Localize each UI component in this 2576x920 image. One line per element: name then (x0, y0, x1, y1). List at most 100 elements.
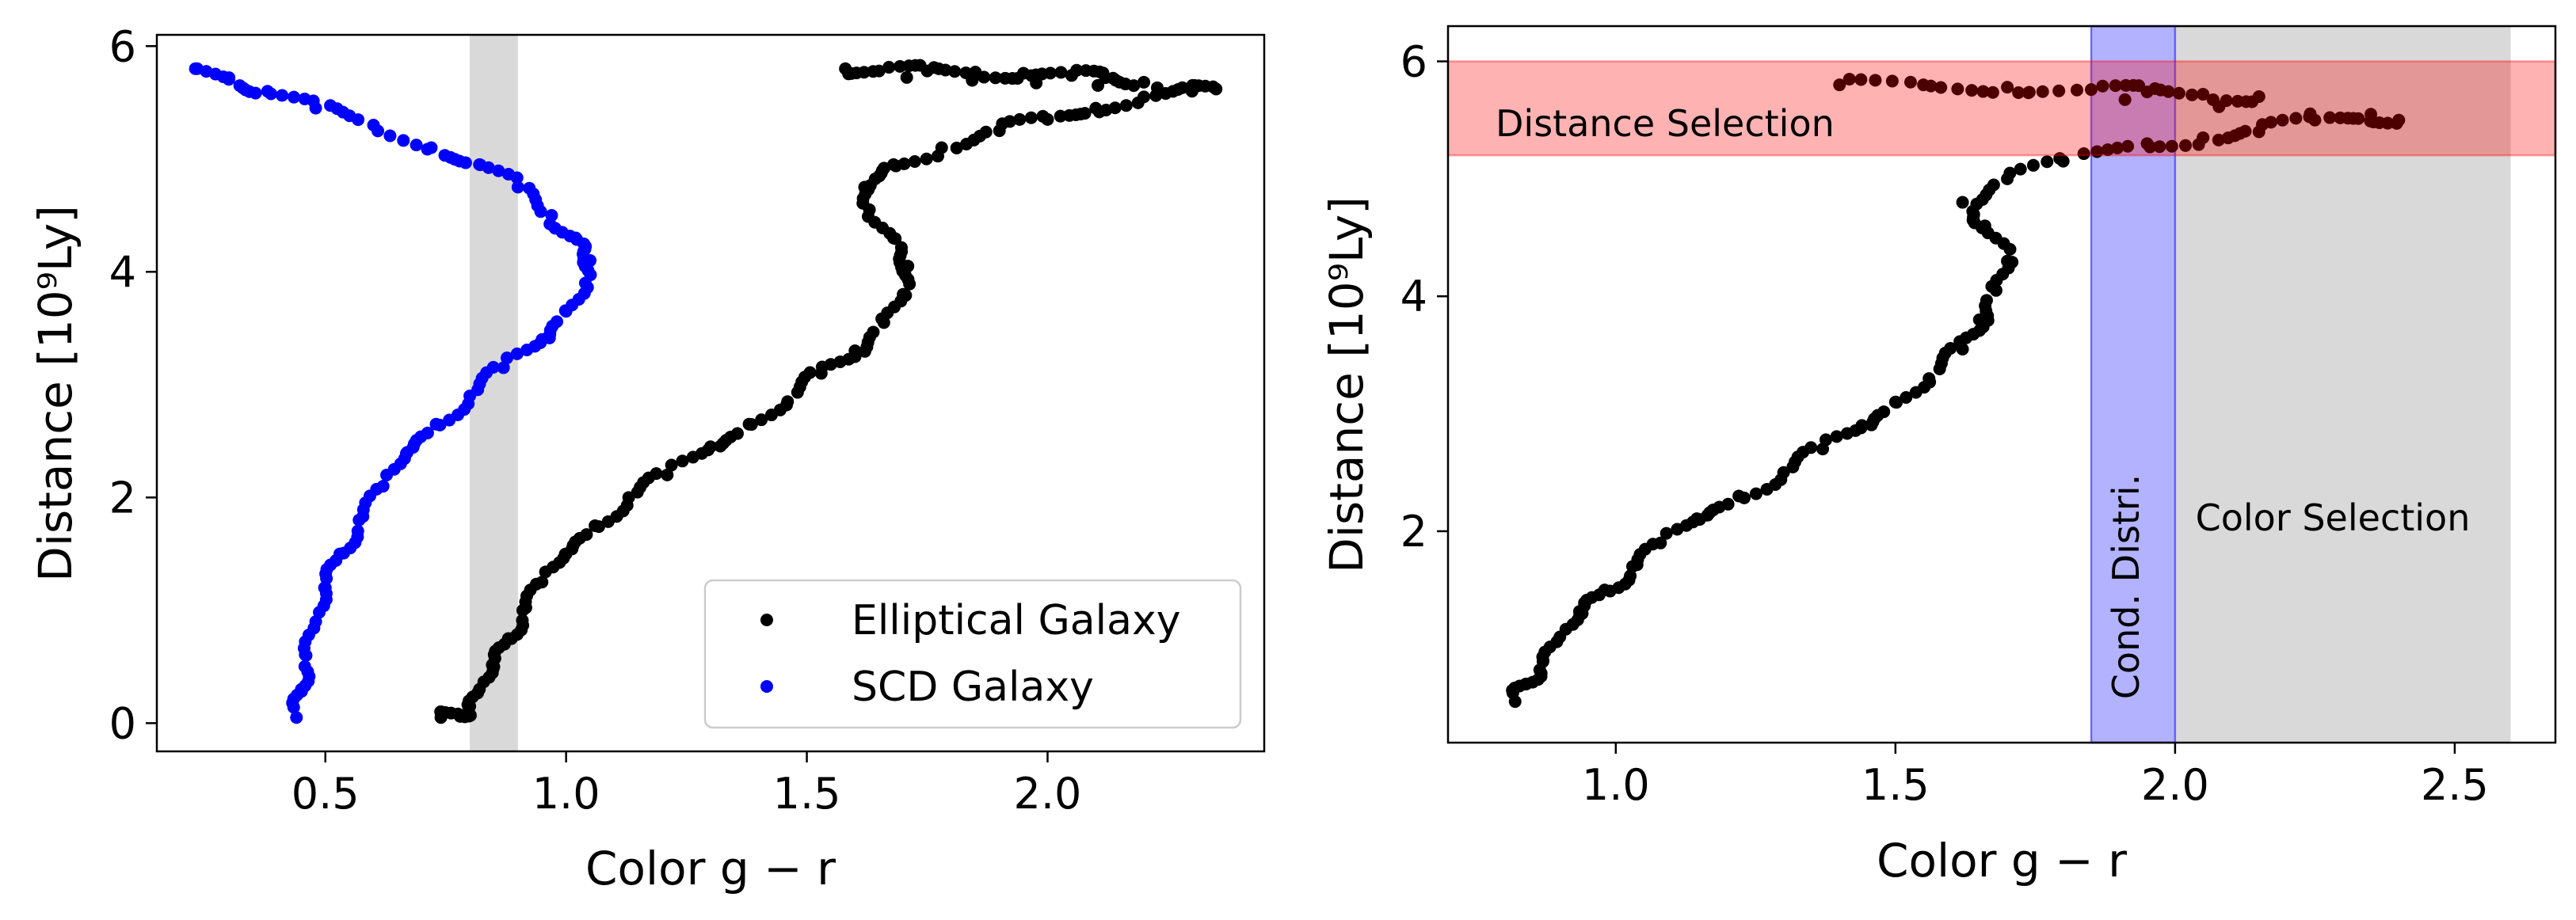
left-point-1 (486, 360, 500, 374)
left-point-0 (979, 125, 993, 139)
left-point-0 (1176, 81, 1189, 94)
left-point-0 (661, 468, 674, 481)
legend-box (703, 579, 1242, 729)
legend-marker-elliptical (760, 614, 773, 626)
left-point-0 (897, 287, 910, 301)
right-point-0 (2197, 131, 2210, 144)
left-point-1 (501, 167, 515, 181)
x-tick-label: 0.5 (292, 769, 360, 819)
left-point-1 (376, 480, 390, 493)
right-point-0 (2172, 86, 2185, 100)
right-point-0 (2276, 113, 2289, 127)
right-point-0 (1749, 487, 1762, 500)
right-ticks: 1.0 1.5 2.0 2.5 2 4 6 (1400, 37, 2489, 810)
right-point-0 (2070, 83, 2083, 97)
left-point-1 (410, 139, 423, 152)
left-point-0 (977, 70, 991, 84)
left-point-0 (950, 141, 963, 154)
left-point-0 (900, 70, 913, 84)
y-tick-label: 6 (109, 21, 136, 71)
left-point-0 (1119, 99, 1133, 112)
left-point-0 (882, 60, 896, 74)
distance-selection-label: Distance Selection (1496, 102, 1835, 145)
left-point-0 (1137, 90, 1151, 104)
left-point-0 (858, 181, 871, 194)
left-point-0 (1054, 66, 1068, 79)
right-point-0 (1980, 294, 1993, 307)
right-point-0 (2012, 86, 2025, 99)
right-point-0 (1986, 86, 1999, 99)
left-point-1 (523, 181, 536, 195)
left-point-1 (324, 99, 337, 112)
left-point-0 (872, 64, 886, 78)
left-point-0 (989, 71, 1002, 85)
left-point-0 (592, 520, 605, 534)
right-point-0 (2041, 155, 2054, 169)
right-point-0 (2153, 140, 2166, 154)
left-point-1 (473, 158, 486, 171)
right-point-0 (1900, 390, 1913, 404)
right-point-0 (1854, 73, 1868, 86)
right-point-0 (1833, 78, 1846, 92)
left-point-1 (189, 62, 202, 75)
right-point-0 (1922, 372, 1936, 386)
left-point-1 (276, 89, 289, 102)
right-point-0 (1842, 72, 1856, 86)
left-point-0 (535, 576, 549, 589)
right-point-0 (2165, 139, 2178, 153)
right-point-0 (1654, 536, 1667, 549)
right-point-0 (1721, 497, 1735, 511)
left-point-1 (421, 143, 434, 156)
right-point-0 (2101, 143, 2114, 157)
right-point-0 (1976, 85, 1990, 98)
left-point-1 (367, 119, 380, 132)
left-point-0 (650, 467, 663, 481)
left-y-axis-label: Distance [10⁹Ly] (29, 205, 82, 582)
y-tick-label: 6 (1400, 37, 1427, 87)
left-point-0 (1054, 109, 1067, 123)
left-x-axis-label: Color g − r (585, 842, 836, 895)
left-point-1 (438, 149, 452, 162)
right-chart: 1.0 1.5 2.0 2.5 2 4 6 Distance Selection Cond.… (1320, 25, 2557, 888)
left-point-1 (233, 79, 246, 93)
right-point-0 (1951, 82, 1964, 96)
left-point-0 (1070, 63, 1084, 77)
right-point-0 (2096, 79, 2109, 93)
right-point-0 (2304, 107, 2317, 120)
left-point-0 (1210, 82, 1223, 96)
right-point-0 (2036, 85, 2049, 98)
left-point-0 (755, 413, 768, 427)
y-tick-label: 2 (109, 473, 136, 523)
right-point-0 (1944, 341, 1957, 355)
left-point-1 (433, 418, 447, 431)
right-point-0 (2220, 94, 2233, 108)
x-tick-label: 1.0 (532, 769, 600, 819)
right-point-0 (2090, 145, 2104, 158)
legend-label-elliptical: Elliptical Galaxy (852, 597, 1181, 644)
right-point-0 (2323, 111, 2337, 124)
right-point-0 (1820, 433, 1833, 447)
left-point-0 (1041, 112, 1054, 126)
right-point-0 (1903, 75, 1917, 89)
left-point-0 (516, 614, 529, 627)
right-point-0 (1956, 196, 1969, 209)
left-ticks: 0.5 1.0 1.5 2.0 0 2 4 6 (109, 21, 1082, 819)
left-point-0 (580, 528, 593, 542)
left-point-0 (1043, 67, 1057, 80)
left-point-0 (704, 440, 717, 454)
right-point-0 (2001, 254, 2014, 268)
right-point-0 (1804, 441, 1818, 454)
right-point-0 (2162, 85, 2175, 98)
right-point-0 (2239, 124, 2252, 138)
left-point-1 (290, 711, 303, 724)
left-point-1 (298, 660, 311, 673)
left-point-0 (1024, 111, 1038, 124)
left-point-1 (298, 92, 311, 105)
x-tick-label: 1.5 (773, 769, 841, 819)
right-marks (1506, 72, 2406, 709)
left-point-1 (318, 581, 332, 595)
left-point-0 (1108, 101, 1122, 115)
right-point-0 (2118, 93, 2132, 106)
left-point-0 (935, 141, 948, 154)
